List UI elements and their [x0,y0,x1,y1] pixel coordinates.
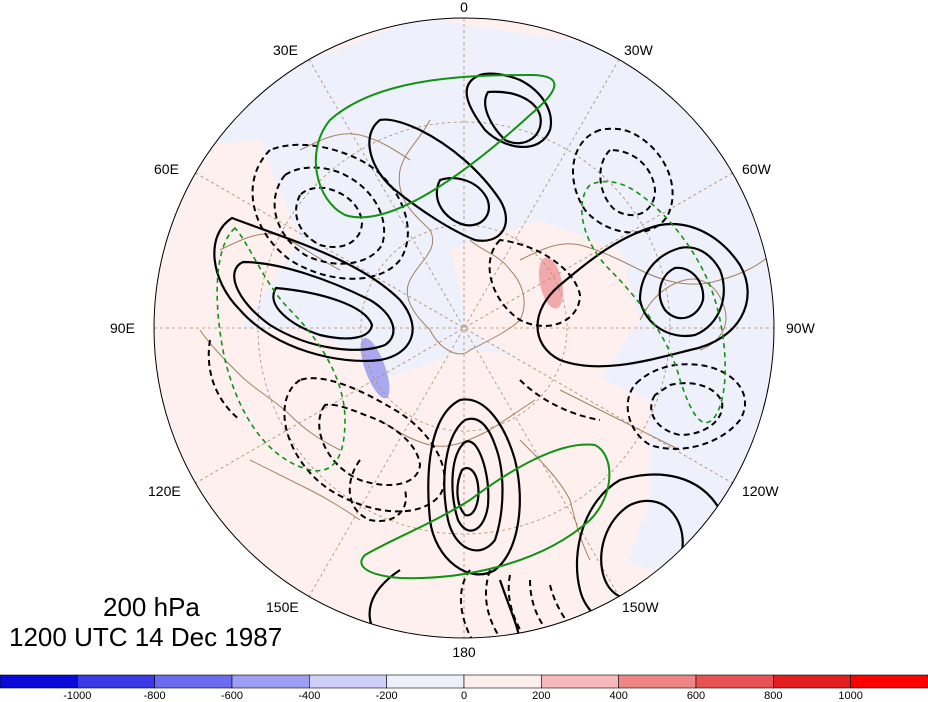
longitude-labels: 0 30W 60W 90W 120W 150W 180 150E 120E 90… [110,0,816,660]
weak-positive-region [154,140,300,420]
lon-label-150w: 150W [622,599,659,615]
title-level: 200 hPa [103,592,200,622]
colorbar-tick-label: 1000 [838,690,862,702]
colorbar-swatch [618,674,697,689]
colorbar: -1000 -800 -600 -400 -200 0 200 400 600 800 1000 [0,674,928,702]
lon-label-120w: 120W [742,483,779,499]
colorbar-tick-label: 0 [461,690,467,702]
colorbar-swatch [0,674,78,689]
colorbar-swatch [386,674,465,689]
colorbar-tick-label: -400 [298,690,320,702]
lon-label-60e: 60E [154,161,179,177]
green-dashed-contours [216,180,726,472]
dashed-contours [207,127,746,638]
lon-label-90e: 90E [110,320,135,336]
negative-anomaly [360,337,390,399]
lon-label-30w: 30W [624,42,654,58]
colorbar-tick-label: 800 [764,690,782,702]
colorbar-tick-label: -600 [221,690,243,702]
lon-label-150e: 150E [266,599,299,615]
lon-label-90w: 90W [786,320,816,336]
colorbar-tick-label: 200 [532,690,550,702]
lon-label-60w: 60W [742,161,772,177]
lon-label-30e: 30E [273,42,298,58]
map-border [153,17,775,639]
colorbar-swatch [154,674,233,689]
title-time: 1200 UTC 14 Dec 1987 [9,622,283,652]
colorbar-tick-label: -800 [144,690,166,702]
weak-positive-region [300,350,650,638]
colorbar-tick-label: 400 [609,690,627,702]
lon-label-180: 180 [452,644,476,660]
lon-label-120e: 120E [148,483,181,499]
colorbar-swatch [773,674,851,689]
colorbar-swatch [541,674,619,689]
colorbar-swatch [695,674,774,689]
colorbar-swatch [77,674,155,689]
colorbar-swatch [309,674,387,689]
colorbar-tick-label: -1000 [63,690,91,702]
colorbar-tick-label: -200 [376,690,398,702]
colorbar-swatch [231,674,310,689]
graticule [154,18,774,638]
colorbar-tick-label: 600 [687,690,705,702]
colorbar-swatch [463,674,542,689]
lon-label-0: 0 [460,0,468,15]
green-contours [314,73,611,580]
colorbar-swatch [850,674,928,689]
positive-anomaly [538,257,564,309]
